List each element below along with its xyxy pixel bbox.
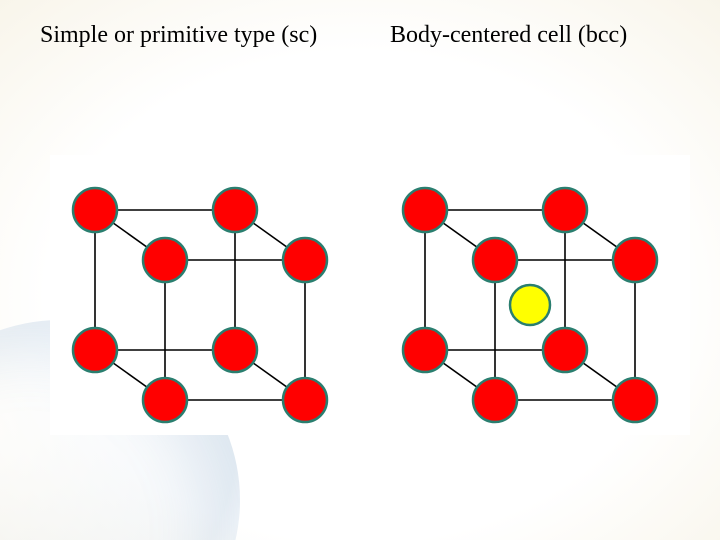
atom-back-br [283,378,327,422]
atom-back-bl [473,378,517,422]
title-bcc: Body-centered cell (bcc) [390,22,627,49]
atom-back-tl [143,238,187,282]
cell-bcc [380,155,690,435]
atom-front-tl [403,188,447,232]
atom-back-bl [143,378,187,422]
atom-front-br [543,328,587,372]
title-sc: Simple or primitive type (sc) [40,22,317,49]
atom-back-tr [613,238,657,282]
atom-front-tr [213,188,257,232]
panel-sc [50,155,350,435]
atom-back-tr [283,238,327,282]
atom-front-bl [403,328,447,372]
atom-front-bl [73,328,117,372]
cell-sc [50,155,350,435]
atom-center [510,285,550,325]
atom-front-tr [543,188,587,232]
atom-back-br [613,378,657,422]
atom-front-tl [73,188,117,232]
atom-back-tl [473,238,517,282]
atom-front-br [213,328,257,372]
panel-bcc [380,155,690,435]
